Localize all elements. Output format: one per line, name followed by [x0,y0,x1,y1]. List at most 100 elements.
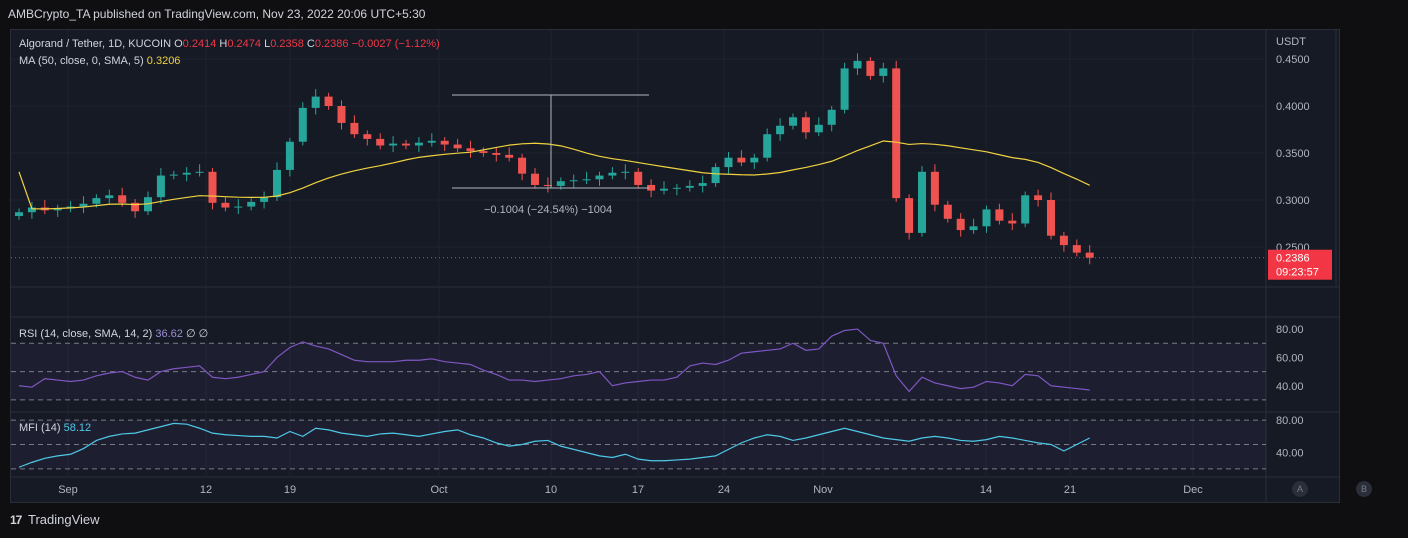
candle-body [814,124,823,133]
close-label: C [306,38,315,50]
candle-body [1047,200,1055,236]
candle-body [234,206,243,208]
rsi-tick-label: 40.00 [1276,381,1304,393]
candle-body [27,207,36,213]
candle-body [685,185,694,188]
time-tick-label: 24 [718,484,730,496]
candle-body [260,197,269,202]
candle-body [956,218,965,231]
auto-scale-button[interactable]: A [1292,481,1308,497]
candle-body [905,198,914,233]
close-value: 0.2386 [314,38,349,50]
candle-body [156,175,165,198]
chart-canvas[interactable]: −0.1004 (−24.54%) −1004 USDT 0.4500 0.4000 0… [11,30,1339,502]
candle-body [1034,195,1043,200]
candle-body [440,140,449,145]
candle-body [543,184,552,186]
candle-body [621,171,630,173]
candle-body [427,140,436,143]
candle-body [311,96,320,108]
rsi-value: 36.62 [155,328,183,340]
candle-body [118,195,127,203]
candle-body [982,209,991,227]
price-tick-label: 0.3500 [1276,148,1310,160]
candle-body [337,106,346,123]
candle-body [79,203,88,207]
candle-body [930,171,939,205]
time-tick-label: 21 [1064,484,1076,496]
rsi-label[interactable]: RSI (14, close, SMA, 14, 2) [19,328,153,340]
tradingview-label: TradingView [27,512,100,527]
candle-body [879,68,888,76]
candle-body [324,96,333,106]
candle-body [789,117,797,126]
low-value: 0.2358 [270,38,304,50]
tradingview-brand[interactable]: 17 TradingView [10,512,100,527]
candle-body [247,201,256,207]
candle-body [660,188,668,191]
candle-body [518,157,527,174]
candle-body [634,171,643,185]
candle-body [389,143,398,146]
candle-body [195,171,204,173]
published-header: AMBCrypto_TA published on TradingView.co… [8,7,426,21]
candle-body [15,212,23,216]
candle-body [995,209,1004,221]
symbol-name[interactable]: Algorand / Tether, 1D, KUCOIN [19,38,172,50]
mfi-label[interactable]: MFI (14) [19,422,61,434]
candle-body [801,117,810,133]
mfi-tick-label: 80.00 [1276,415,1304,427]
candle-body [943,204,952,219]
candle-body [608,172,617,176]
candle-body [208,171,217,203]
ma-label[interactable]: MA (50, close, 0, SMA, 5) [19,55,144,67]
candle-body [414,142,423,146]
change-value: −0.0027 (−1.12%) [351,38,440,50]
time-tick-label: Nov [813,484,833,496]
candle-body [750,157,759,163]
candle-body [827,109,836,125]
candle-body [840,68,849,110]
candle-body [569,180,578,182]
candle-body [531,173,539,185]
symbol-legend[interactable]: Algorand / Tether, 1D, KUCOIN O0.2414 H0… [19,38,440,50]
time-tick-label: 17 [632,484,644,496]
candle-body [582,179,591,181]
low-label: L [264,38,271,50]
candle-body [698,183,707,186]
candle-body [711,167,720,184]
log-scale-button[interactable]: B [1356,481,1372,497]
candle-body [492,153,501,155]
mfi-legend[interactable]: MFI (14) 58.12 [19,422,91,434]
candle-body [737,157,746,163]
candle-body [1059,235,1068,246]
candle-body [53,208,62,211]
time-tick-label: 19 [284,484,296,496]
price-tick-label: 0.4000 [1276,101,1310,113]
candle-body [402,143,410,146]
chart-frame[interactable]: −0.1004 (−24.54%) −1004 USDT 0.4500 0.4000 0… [10,29,1372,503]
rsi-legend[interactable]: RSI (14, close, SMA, 14, 2) 36.62 ∅ ∅ [19,327,208,340]
candle-body [556,181,565,186]
candle-body [1072,245,1081,253]
measure-label: −0.1004 (−24.54%) −1004 [484,204,612,216]
candle-body [1021,195,1030,224]
candle-body [853,60,862,69]
candle-body [221,202,230,208]
candle-body [918,171,926,233]
high-value: 0.2474 [227,38,261,50]
candle-body [363,134,372,139]
candle-body [169,174,178,176]
candle-body [105,195,114,199]
ma-line [18,140,1090,210]
price-tick-label: 0.3000 [1276,195,1310,207]
high-label: H [219,38,228,50]
time-tick-label: 12 [200,484,212,496]
candle-body [298,107,307,142]
candle-body [1008,220,1017,224]
ma-legend[interactable]: MA (50, close, 0, SMA, 5) 0.3206 [19,55,180,67]
candle-body [273,169,281,198]
candle-body [892,68,901,199]
mfi-tick-label: 40.00 [1276,448,1304,460]
rsi-extra: ∅ ∅ [185,328,209,340]
